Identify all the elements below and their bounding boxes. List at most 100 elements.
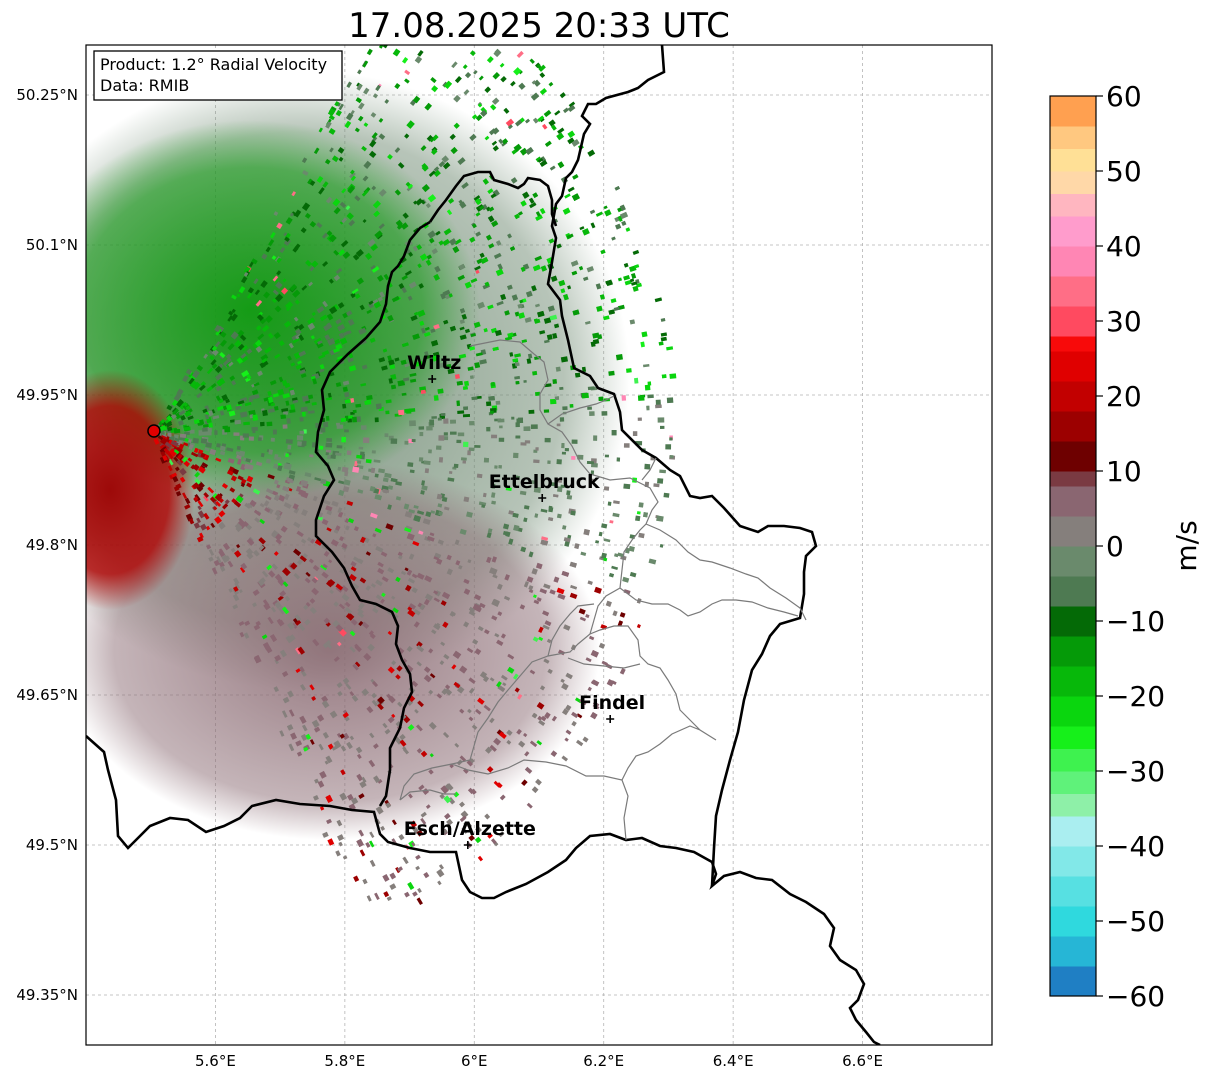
radar-gate [214, 516, 222, 525]
radar-gate [489, 717, 495, 724]
radar-gate [184, 431, 190, 435]
radar-gate [598, 396, 604, 401]
radar-gate [467, 559, 472, 564]
radar-gate [300, 227, 307, 234]
radar-gate [366, 706, 374, 714]
radar-gate [264, 604, 270, 610]
radar-gate [621, 395, 627, 401]
radar-gate [432, 355, 439, 362]
colorbar-swatch [1050, 96, 1096, 127]
radar-gate [272, 393, 280, 398]
radar-gate [419, 432, 424, 437]
radar-gate [544, 620, 552, 627]
radar-gate [492, 346, 499, 352]
radar-gate [214, 324, 222, 333]
radar-gate [429, 532, 435, 537]
radar-gate [266, 421, 273, 427]
radar-gate [592, 332, 600, 339]
radar-gate [366, 48, 373, 56]
radar-gate [355, 249, 364, 258]
x-tick-label: 5.6°E [195, 1052, 236, 1070]
radar-gate [486, 401, 492, 407]
radar-gate [513, 673, 519, 680]
radar-gate [515, 119, 523, 127]
radar-gate [553, 494, 559, 498]
radar-gate [623, 443, 630, 448]
x-tick-label: 6°E [461, 1052, 488, 1070]
radar-gate [468, 834, 475, 842]
radar-gate [506, 739, 512, 745]
radar-gate [451, 61, 458, 69]
radar-gate [326, 397, 333, 401]
radar-gate [354, 195, 361, 202]
radar-gate [537, 715, 543, 721]
radar-gate [390, 384, 397, 390]
radar-gate [272, 275, 279, 282]
radar-gate [475, 352, 483, 357]
radar-gate [351, 797, 359, 805]
radar-gate [348, 219, 356, 227]
radar-gate [375, 403, 382, 410]
radar-gate [288, 743, 295, 752]
radar-gate [441, 155, 450, 163]
radar-gate [556, 459, 562, 465]
radar-gate [369, 633, 376, 639]
radar-gate [402, 212, 409, 219]
radar-gate [303, 429, 307, 434]
radar-gate [243, 271, 249, 277]
radar-gate [561, 755, 569, 762]
radar-gate [505, 486, 512, 492]
radar-gate [357, 69, 362, 75]
radar-gate [567, 104, 576, 112]
radar-gate [356, 753, 362, 760]
radar-gate [361, 189, 369, 197]
radar-gate [233, 577, 240, 585]
colorbar-tick-label: −60 [1106, 980, 1165, 1013]
radar-gate [587, 149, 596, 157]
radar-gate [309, 221, 317, 228]
radar-gate [362, 60, 369, 68]
radar-gate [357, 489, 364, 494]
radar-gate [660, 318, 666, 322]
radar-gate [617, 552, 624, 558]
radar-gate [539, 159, 548, 168]
radar-gate [513, 524, 520, 532]
radar-gate [197, 505, 202, 511]
radar-gate [646, 405, 650, 411]
radar-gate [325, 621, 331, 627]
radar-gate [345, 525, 350, 531]
radar-gate [279, 649, 287, 658]
radar-gate [535, 778, 542, 786]
radar-gate [443, 653, 450, 660]
radar-gate [629, 278, 635, 283]
radar-gate [430, 510, 436, 514]
radar-gate [339, 569, 345, 574]
radar-gate [372, 533, 377, 538]
y-tick-label: 49.5°N [26, 836, 78, 854]
radar-gate [469, 375, 474, 380]
radar-gate [160, 430, 165, 435]
radar-gate [469, 236, 476, 243]
radar-gate [467, 366, 474, 371]
radar-gate [528, 589, 534, 594]
radar-gate [419, 253, 428, 261]
radar-gate [166, 415, 173, 422]
radar-gate [566, 494, 573, 500]
radar-gate [257, 370, 263, 377]
radar-gate [446, 554, 452, 561]
radar-gate [253, 382, 260, 387]
radar-gate [540, 508, 548, 513]
radar-gate [163, 447, 170, 455]
radar-gate [528, 585, 534, 591]
radar-gate [358, 115, 364, 122]
radar-gate [299, 666, 305, 673]
radar-gate [566, 490, 571, 496]
radar-gate [381, 576, 389, 583]
radar-gate [238, 343, 245, 351]
radar-gate [278, 340, 285, 347]
radar-gate [496, 681, 502, 688]
radar-gate [205, 525, 211, 531]
radar-gate [384, 433, 389, 438]
radar-gate [417, 263, 422, 269]
